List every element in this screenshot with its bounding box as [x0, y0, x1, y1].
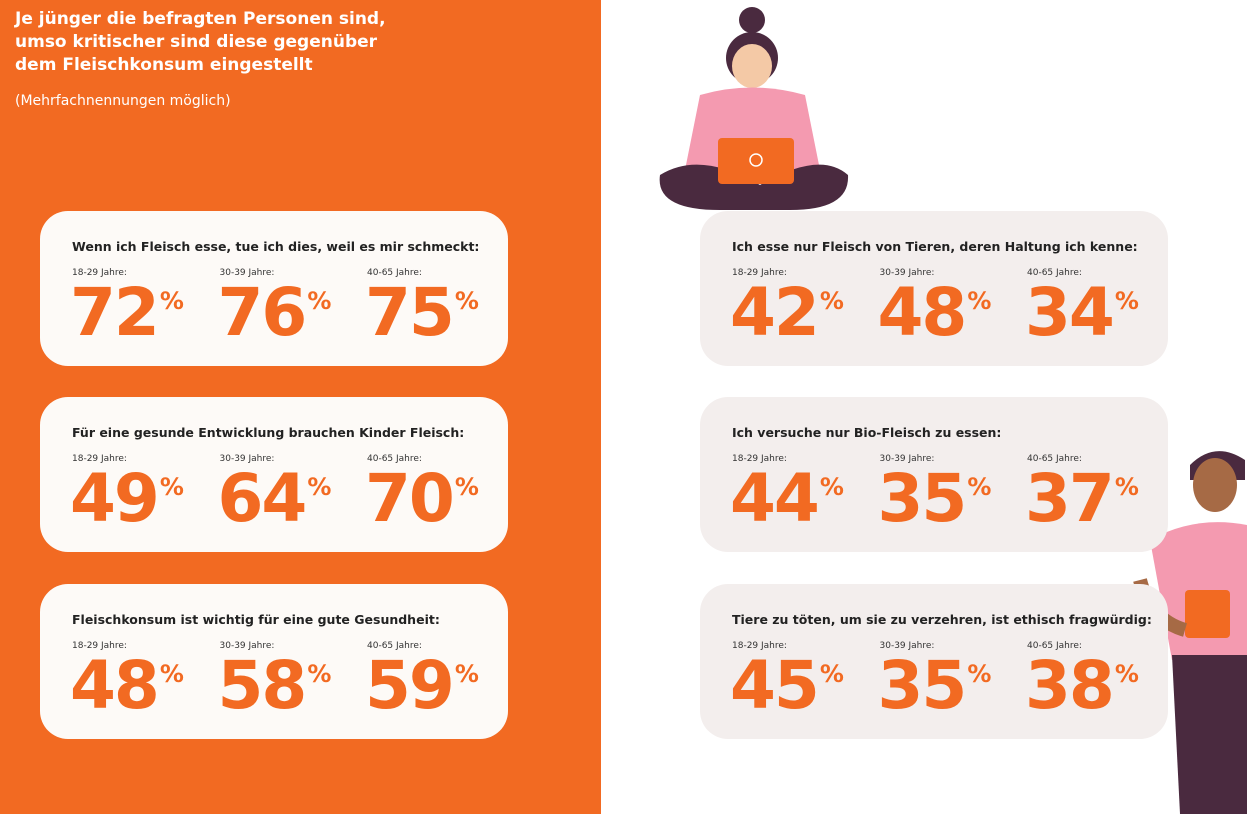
- percentage: 48%: [70, 647, 184, 724]
- card-background: [700, 211, 1168, 366]
- card-statement: Wenn ich Fleisch esse, tue ich dies, wei…: [72, 239, 479, 254]
- percentage-value: 59: [365, 647, 453, 724]
- card: Ich versuche nur Bio-Fleisch zu essen: 18…: [700, 397, 1168, 552]
- percent-sign: %: [967, 287, 991, 315]
- title-line: dem Fleischkonsum eingestellt: [15, 55, 313, 75]
- percentage-value: 35: [878, 460, 966, 537]
- card-background: [700, 584, 1168, 739]
- age-label: 40-65 Jahre:: [367, 454, 422, 464]
- card-statement: Ich esse nur Fleisch von Tieren, deren H…: [732, 239, 1138, 254]
- percent-sign: %: [455, 287, 479, 315]
- age-label: 18-29 Jahre:: [732, 641, 787, 651]
- percentage-value: 75: [365, 274, 453, 351]
- man-illustration: [1133, 451, 1247, 814]
- card: Für eine gesunde Entwicklung brauchen Ki…: [40, 397, 508, 552]
- percentage: 35%: [878, 647, 992, 724]
- percent-sign: %: [455, 473, 479, 501]
- title-line: Je jünger die befragten Personen sind,: [14, 9, 386, 29]
- percentage: 59%: [365, 647, 479, 724]
- percent-sign: %: [307, 287, 331, 315]
- percent-sign: %: [967, 660, 991, 688]
- percent-sign: %: [160, 473, 184, 501]
- percentage-value: 34: [1025, 274, 1113, 351]
- age-label: 30-39 Jahre:: [220, 268, 275, 278]
- percentage-value: 76: [218, 274, 306, 351]
- age-label: 18-29 Jahre:: [732, 454, 787, 464]
- percent-sign: %: [307, 473, 331, 501]
- woman-illustration: [659, 7, 849, 210]
- card-background: [40, 211, 508, 366]
- percentage-value: 49: [70, 460, 158, 537]
- card-background: [40, 584, 508, 739]
- card: Ich esse nur Fleisch von Tieren, deren H…: [700, 211, 1168, 366]
- age-label: 40-65 Jahre:: [367, 641, 422, 651]
- percentage-value: 45: [730, 647, 818, 724]
- card-statement: Ich versuche nur Bio-Fleisch zu essen:: [732, 425, 1001, 440]
- percentage-value: 72: [70, 274, 158, 351]
- percentage-value: 48: [878, 274, 966, 351]
- age-label: 30-39 Jahre:: [220, 641, 275, 651]
- percent-sign: %: [160, 660, 184, 688]
- age-label: 18-29 Jahre:: [72, 268, 127, 278]
- percentage: 42%: [730, 274, 844, 351]
- percentage-value: 44: [730, 460, 818, 537]
- percentage-value: 58: [218, 647, 306, 724]
- age-label: 30-39 Jahre:: [880, 268, 935, 278]
- note: (Mehrfachnennungen möglich): [15, 93, 231, 109]
- card-statement: Tiere zu töten, um sie zu verzehren, ist…: [732, 612, 1152, 627]
- percent-sign: %: [160, 287, 184, 315]
- percent-sign: %: [1115, 660, 1139, 688]
- percentage-value: 38: [1025, 647, 1113, 724]
- percentage: 72%: [70, 274, 184, 351]
- age-label: 30-39 Jahre:: [880, 454, 935, 464]
- percentage: 38%: [1025, 647, 1139, 724]
- percentage: 34%: [1025, 274, 1139, 351]
- percentage-value: 48: [70, 647, 158, 724]
- percentage: 75%: [365, 274, 479, 351]
- percentage: 44%: [730, 460, 844, 537]
- age-label: 40-65 Jahre:: [1027, 641, 1082, 651]
- percentage: 48%: [878, 274, 992, 351]
- percent-sign: %: [455, 660, 479, 688]
- age-label: 18-29 Jahre:: [72, 641, 127, 651]
- percentage: 37%: [1025, 460, 1139, 537]
- percentage-value: 70: [365, 460, 453, 537]
- percentage: 45%: [730, 647, 844, 724]
- card-statement: Für eine gesunde Entwicklung brauchen Ki…: [72, 425, 464, 440]
- percentage: 70%: [365, 460, 479, 537]
- percent-sign: %: [820, 660, 844, 688]
- card: Fleischkonsum ist wichtig für eine gute …: [40, 584, 508, 739]
- percentage-value: 35: [878, 647, 966, 724]
- age-label: 30-39 Jahre:: [220, 454, 275, 464]
- percentage: 64%: [218, 460, 332, 537]
- percent-sign: %: [820, 287, 844, 315]
- percentage-value: 64: [218, 460, 306, 537]
- title-line: umso kritischer sind diese gegenüber: [15, 32, 378, 52]
- card-statement: Fleischkonsum ist wichtig für eine gute …: [72, 612, 440, 627]
- percentage: 58%: [218, 647, 332, 724]
- percentage: 35%: [878, 460, 992, 537]
- card: Tiere zu töten, um sie zu verzehren, ist…: [700, 584, 1168, 739]
- percentage: 76%: [218, 274, 332, 351]
- card-background: [700, 397, 1168, 552]
- percent-sign: %: [1115, 473, 1139, 501]
- age-label: 40-65 Jahre:: [367, 268, 422, 278]
- age-label: 18-29 Jahre:: [732, 268, 787, 278]
- percent-sign: %: [967, 473, 991, 501]
- age-label: 40-65 Jahre:: [1027, 268, 1082, 278]
- card-background: [40, 397, 508, 552]
- percent-sign: %: [307, 660, 331, 688]
- percent-sign: %: [820, 473, 844, 501]
- age-label: 18-29 Jahre:: [72, 454, 127, 464]
- percent-sign: %: [1115, 287, 1139, 315]
- percentage-value: 42: [730, 274, 818, 351]
- card: Wenn ich Fleisch esse, tue ich dies, wei…: [40, 211, 508, 366]
- percentage: 49%: [70, 460, 184, 537]
- age-label: 40-65 Jahre:: [1027, 454, 1082, 464]
- age-label: 30-39 Jahre:: [880, 641, 935, 651]
- percentage-value: 37: [1025, 460, 1113, 537]
